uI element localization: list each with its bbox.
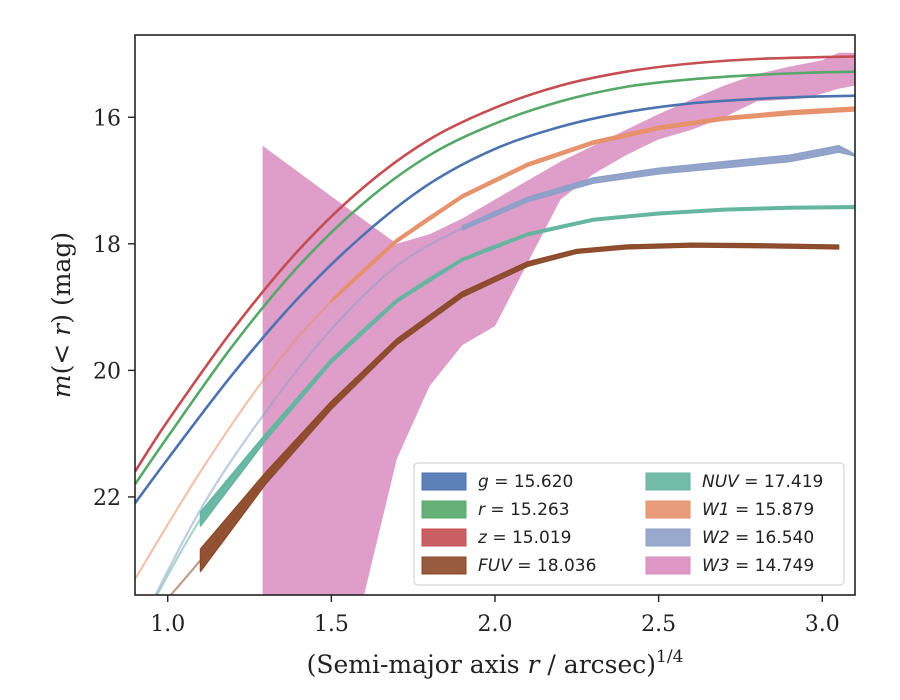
y-axis-label: m(< r) (mag) — [47, 232, 76, 398]
y-tick-label: 16 — [93, 106, 121, 131]
legend-label-w3: W3 = 14.749 — [702, 556, 814, 576]
series-z-line — [135, 55, 855, 473]
series-r-line — [135, 70, 855, 486]
x-axis-label: (Semi-major axis r / arcsec)1/4 — [307, 647, 684, 679]
x-axis: 1.0 1.5 2.0 2.5 3.0 — [150, 595, 840, 637]
x-axis-label-exponent: 1/4 — [656, 647, 683, 667]
legend-swatch-w2 — [645, 528, 691, 547]
y-axis-label-lt: (< — [47, 336, 76, 375]
x-tick-label: 1.0 — [150, 612, 185, 637]
legend-swatch-z — [421, 528, 467, 547]
series-w1-band — [330, 106, 855, 303]
legend-swatch-r — [421, 500, 467, 519]
plot-area — [135, 52, 855, 595]
y-tick-label: 20 — [93, 359, 121, 384]
y-axis: 16 18 20 22 — [93, 106, 135, 511]
x-tick-label: 3.0 — [805, 612, 840, 637]
x-tick-label: 2.5 — [641, 612, 676, 637]
legend-swatch-w3 — [645, 556, 691, 575]
legend-swatch-g — [421, 472, 467, 491]
legend-label-z: z = 15.019 — [477, 528, 571, 548]
y-tick-label: 18 — [93, 233, 121, 258]
y-axis-label-rest: ) (mag) — [47, 232, 76, 324]
legend-label-nuv: NUV = 17.419 — [702, 472, 823, 492]
legend-box — [413, 462, 845, 586]
y-tick-label: 22 — [93, 486, 121, 511]
legend: g = 15.620 r = 15.263 z = 15.019 FUV = 18.0… — [413, 462, 845, 586]
x-axis-label-pre: (Semi-major axis — [307, 650, 528, 679]
x-axis-label-var: r — [528, 650, 542, 679]
x-tick-label: 2.0 — [478, 612, 513, 637]
series-fuv-band — [199, 242, 840, 573]
series-g-line — [135, 94, 855, 504]
x-axis-label-post: / arcsec) — [539, 650, 656, 679]
legend-label-fuv: FUV = 18.036 — [478, 556, 596, 576]
legend-swatch-w1 — [645, 500, 691, 519]
legend-label-w2: W2 = 16.540 — [702, 528, 814, 548]
series-w3-envelope — [262, 52, 855, 595]
legend-label-g: g = 15.620 — [478, 472, 573, 492]
legend-label-r: r = 15.263 — [478, 500, 570, 520]
y-axis-label-r: r — [47, 322, 76, 336]
y-axis-label-m: m — [47, 374, 76, 398]
series-w2-band — [461, 144, 855, 231]
x-tick-label: 1.5 — [314, 612, 349, 637]
series-nuv-band — [199, 205, 855, 527]
legend-swatch-nuv — [645, 472, 691, 491]
legend-swatch-fuv — [421, 556, 467, 575]
legend-label-w1: W1 = 15.879 — [702, 500, 814, 520]
